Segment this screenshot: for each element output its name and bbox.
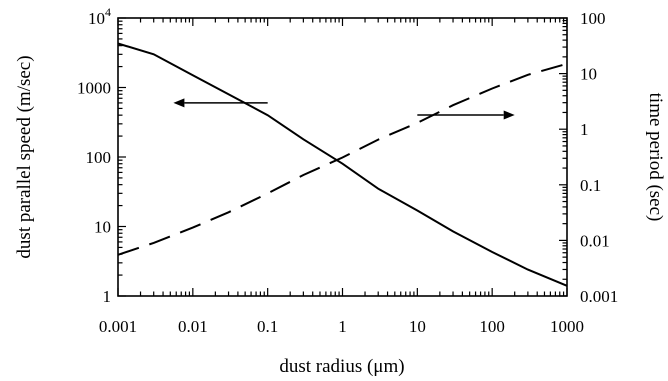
annotation-arrows [173, 98, 515, 120]
x-tick-label: 0.01 [178, 317, 208, 336]
y-left-tick-label: 1 [103, 287, 112, 306]
y-right-tick-label: 0.01 [580, 231, 610, 250]
series-line-solid-left [117, 42, 568, 287]
y-left-tick-labels: 1 10 100 1000 104 [77, 5, 111, 306]
series-group [117, 42, 568, 287]
y-right-axis-label: time period (sec) [645, 93, 666, 222]
y-right-tick-label: 100 [580, 9, 606, 28]
arrow-right-head [503, 110, 515, 120]
x-tick-label: 10 [409, 317, 426, 336]
y-left-tick-label: 104 [88, 5, 111, 28]
series-line-dashed-right [117, 62, 568, 256]
y-right-tick-labels: 0.001 0.01 0.1 1 10 100 [580, 9, 618, 306]
y-left-tick-label: 1000 [77, 79, 111, 98]
x-tick-labels: 0.001 0.01 0.1 1 10 100 1000 [99, 317, 584, 336]
x-tick-label: 1000 [550, 317, 584, 336]
y-right-tick-label: 0.001 [580, 287, 618, 306]
y-left-tick-label: 100 [86, 148, 112, 167]
arrow-left-head [173, 98, 185, 108]
y-left-axis-label: dust parallel speed (m/sec) [14, 55, 35, 258]
x-tick-label: 0.1 [257, 317, 278, 336]
y-right-tick-label: 10 [580, 65, 597, 84]
x-tick-label: 0.001 [99, 317, 137, 336]
y-right-tick-label: 1 [580, 120, 589, 139]
y-right-tick-label: 0.1 [580, 176, 601, 195]
x-axis-label: dust radius (μm) [279, 356, 404, 377]
y-left-tick-label: 10 [94, 218, 111, 237]
x-tick-label: 1 [338, 317, 347, 336]
axis-ticks [117, 17, 568, 297]
x-tick-label: 100 [479, 317, 505, 336]
